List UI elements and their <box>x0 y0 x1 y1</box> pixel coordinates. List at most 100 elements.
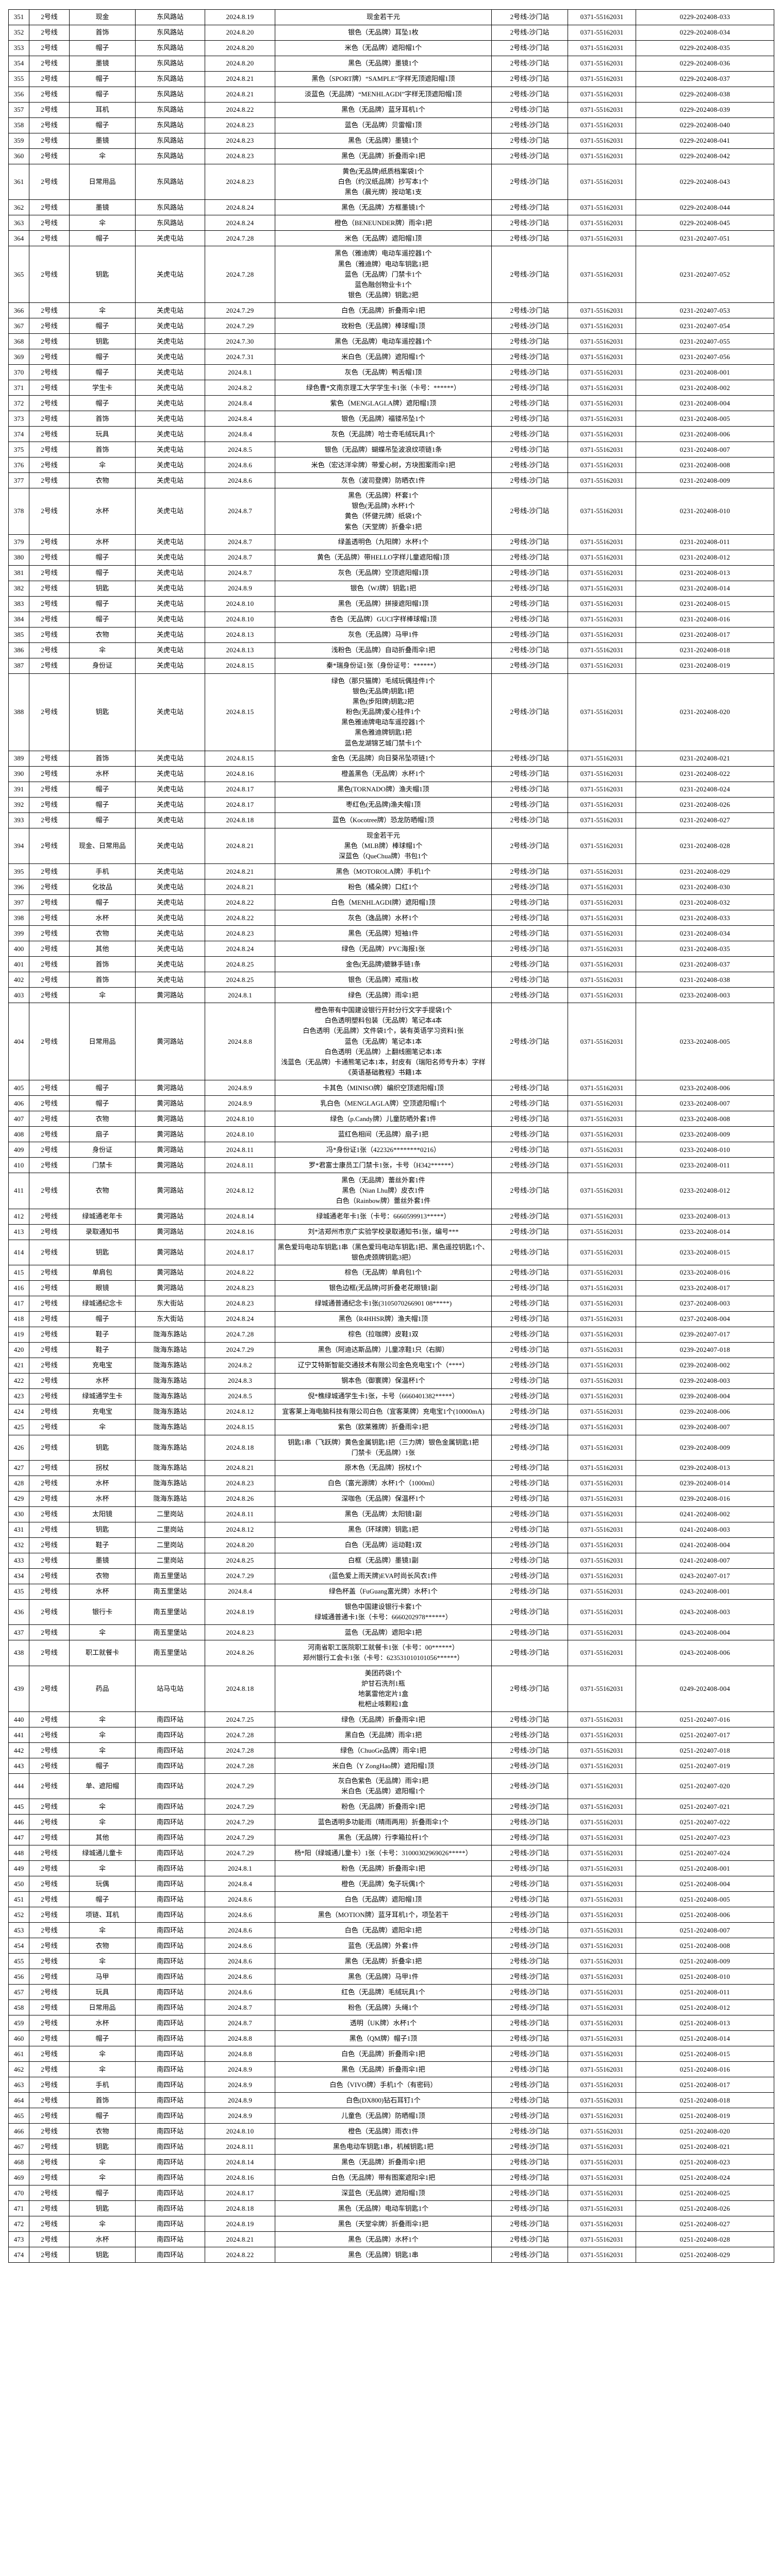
row-found-station: 东风路站 <box>135 9 205 25</box>
description-line: 绿色（p.Candy牌）儿童防晒外套1件 <box>330 1114 437 1123</box>
row-found-date: 2024.8.4 <box>205 411 275 427</box>
row-index: 457 <box>8 1984 29 2001</box>
row-registry-code: 0231-202408-018 <box>636 642 774 658</box>
row-line: 2号线 <box>29 1665 70 1713</box>
row-registry-code: 0229-202408-037 <box>636 71 774 87</box>
description-line: 黑色（MOTION牌）蓝牙耳机1个，项坠若干 <box>318 1910 449 1919</box>
row-description: 白色（无品牌）带有图案遮阳伞1把 <box>275 2170 492 2186</box>
row-description: 绿色（ChuoGe品牌）雨伞1把 <box>275 1742 492 1759</box>
description-line: 黄色（无品牌）带HELLO字样儿童遮阳帽1顶 <box>317 553 450 562</box>
row-registry-code: 0251-202408-026 <box>636 2200 774 2217</box>
row-line: 2号线 <box>29 580 70 597</box>
row-found-station: 关虎屯站 <box>135 766 205 782</box>
row-found-date: 2024.7.31 <box>205 349 275 365</box>
row-contact-phone: 0371-55162031 <box>568 1434 636 1461</box>
row-line: 2号线 <box>29 1157 70 1174</box>
row-found-date: 2024.8.22 <box>205 910 275 926</box>
row-item-type: 现金 <box>69 9 136 25</box>
row-description: 美团药袋1个 炉甘石洗剂1瓶 地氯雷他定片1盒 枇杷止咳颗粒1盒 <box>275 1665 492 1713</box>
row-found-station: 东风路站 <box>135 71 205 87</box>
row-found-station: 东风路站 <box>135 215 205 231</box>
row-line: 2号线 <box>29 534 70 550</box>
row-found-date: 2024.8.24 <box>205 1311 275 1327</box>
row-registry-code: 0231-202408-007 <box>636 442 774 458</box>
row-keeper-station: 2号线-沙门站 <box>491 1999 568 2016</box>
row-index: 359 <box>8 133 29 149</box>
row-item-type: 绿城通儿童卡 <box>69 1845 136 1861</box>
row-keeper-station: 2号线-沙门站 <box>491 1003 568 1081</box>
row-contact-phone: 0371-55162031 <box>568 411 636 427</box>
row-keeper-station: 2号线-沙门站 <box>491 333 568 350</box>
row-item-type: 钥匙 <box>69 2247 136 2263</box>
row-found-station: 关虎屯站 <box>135 411 205 427</box>
row-found-date: 2024.8.8 <box>205 1003 275 1081</box>
row-contact-phone: 0371-55162031 <box>568 1584 636 1600</box>
row-found-station: 南四环站 <box>135 2015 205 2031</box>
row-index: 366 <box>8 302 29 319</box>
description-line: 黑色（无品牌）钥匙1串 <box>348 2250 419 2259</box>
row-index: 420 <box>8 1342 29 1358</box>
row-description: 黑色（SPORT牌）“SAMPLE”字样无顶遮阳帽1顶 <box>275 71 492 87</box>
row-description: 蓝色（无品牌）外套1件 <box>275 1938 492 1954</box>
row-description: 秦*瑞身份证1张（身份证号：******） <box>275 657 492 674</box>
row-item-type: 首饰 <box>69 956 136 973</box>
row-index: 399 <box>8 925 29 942</box>
row-found-station: 黄河路站 <box>135 1264 205 1281</box>
description-line: 灰色（无品牌）哈士奇毛绒玩具1个 <box>331 430 436 438</box>
row-index: 452 <box>8 1907 29 1923</box>
row-registry-code: 0251-202408-018 <box>636 2092 774 2109</box>
row-found-station: 南四环站 <box>135 2200 205 2217</box>
row-registry-code: 0251-202408-011 <box>636 1984 774 2001</box>
description-line: 银色（无品牌）钥匙2把 <box>348 291 419 299</box>
row-index: 364 <box>8 230 29 247</box>
lost-and-found-table: 351 2号线 现金 东风路站 2024.8.19 现金若干元 2号线-沙门站 0371-55… <box>8 9 774 2263</box>
row-found-date: 2024.8.1 <box>205 1860 275 1877</box>
row-line: 2号线 <box>29 9 70 25</box>
row-registry-code: 0251-202408-004 <box>636 1876 774 1892</box>
row-registry-code: 0231-202408-021 <box>636 750 774 767</box>
row-line: 2号线 <box>29 1239 70 1265</box>
row-found-station: 南四环站 <box>135 1799 205 1815</box>
row-contact-phone: 0371-55162031 <box>568 1799 636 1815</box>
row-item-type: 钥匙 <box>69 673 136 751</box>
row-index: 352 <box>8 25 29 41</box>
row-item-type: 钥匙 <box>69 1239 136 1265</box>
row-line: 2号线 <box>29 1522 70 1538</box>
table-row: 379 2号线 水杯 关虎屯站 2024.8.7 绿盖透明色（九阳牌）水杯1个 2号线-沙门… <box>8 534 774 550</box>
row-index: 472 <box>8 2216 29 2232</box>
table-row: 428 2号线 水杯 陇海东路站 2024.8.23 白色（富光源牌）水杯1个（1000m… <box>8 1476 774 1492</box>
row-keeper-station: 2号线-沙门站 <box>491 1342 568 1358</box>
row-contact-phone: 0371-55162031 <box>568 1727 636 1743</box>
row-found-date: 2024.8.19 <box>205 2216 275 2232</box>
row-found-date: 2024.8.7 <box>205 534 275 550</box>
row-contact-phone: 0371-55162031 <box>568 611 636 628</box>
table-row: 402 2号线 首饰 关虎屯站 2024.8.25 银色（无品牌）戒指1枚 2号线-沙门站 0… <box>8 972 774 988</box>
row-description: 原木色（无品牌）拐杖1个 <box>275 1460 492 1477</box>
row-keeper-station: 2号线-沙门站 <box>491 642 568 658</box>
row-description: 现金若干元 黑色（MLB牌）棒球帽1个 深蓝色（QueChua牌）书包1个 <box>275 827 492 865</box>
description-line: 绿色杯盖（FuGuang富光牌）水杯1个 <box>329 1587 438 1596</box>
row-found-date: 2024.8.25 <box>205 972 275 988</box>
row-keeper-station: 2号线-沙门站 <box>491 488 568 535</box>
row-line: 2号线 <box>29 956 70 973</box>
row-index: 393 <box>8 812 29 828</box>
row-index: 462 <box>8 2061 29 2078</box>
row-registry-code: 0251-202408-024 <box>636 2170 774 2186</box>
row-found-date: 2024.8.6 <box>205 457 275 473</box>
row-item-type: 伞 <box>69 1953 136 1970</box>
row-item-type: 鞋子 <box>69 1326 136 1343</box>
row-description: 紫色（MENGLAGLA牌）遮阳帽1顶 <box>275 395 492 412</box>
row-contact-phone: 0371-55162031 <box>568 1522 636 1538</box>
row-line: 2号线 <box>29 1891 70 1908</box>
row-index: 435 <box>8 1584 29 1600</box>
row-keeper-station: 2号线-沙门站 <box>491 117 568 133</box>
table-row: 442 2号线伞南四环站 2024.7.28 绿色（ChuoGe品牌）雨伞1把 2号线-… <box>8 1742 774 1759</box>
row-registry-code: 0251-202408-029 <box>636 2247 774 2263</box>
row-description: 黑色（无品牌）折叠雨伞1把 <box>275 2061 492 2078</box>
row-item-type: 首饰 <box>69 972 136 988</box>
description-line: 蓝色透明多功能雨（晴雨两用）折叠雨伞1个 <box>318 1818 449 1826</box>
row-keeper-station: 2号线-沙门站 <box>491 1460 568 1477</box>
row-keeper-station: 2号线-沙门站 <box>491 457 568 473</box>
row-keeper-station: 2号线-沙门站 <box>491 1860 568 1877</box>
row-index: 434 <box>8 1568 29 1585</box>
